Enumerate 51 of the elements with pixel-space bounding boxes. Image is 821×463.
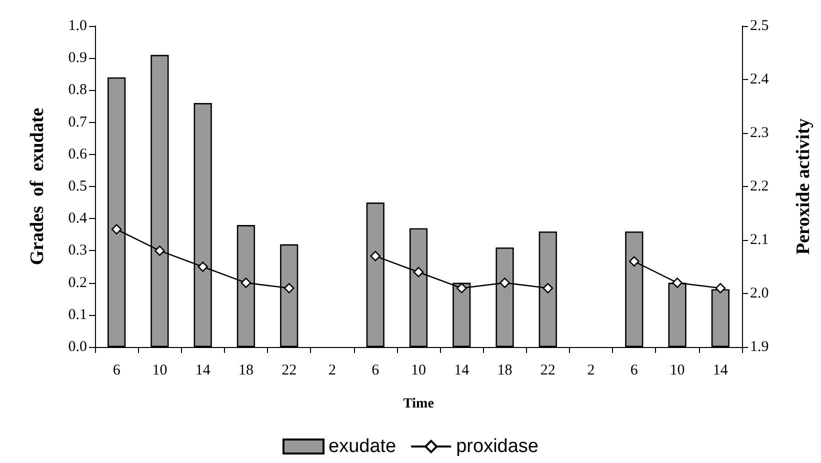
point xyxy=(370,250,381,262)
y2-tick-label: 2.5 xyxy=(750,18,769,34)
legend-label: proxidase xyxy=(456,436,539,457)
x-tick-label: 22 xyxy=(540,362,556,378)
x-tick-label: 2 xyxy=(587,362,595,378)
y2-axis-title: Peroxide activity xyxy=(793,118,814,255)
y-axis-title: Grades of exudate xyxy=(27,108,48,266)
x-tick-label: 10 xyxy=(670,362,685,378)
point xyxy=(240,278,252,288)
x-axis-title: Time xyxy=(403,396,434,412)
point xyxy=(715,283,726,294)
y-tick-label: 0.5 xyxy=(68,178,87,194)
y-tick-label: 0.0 xyxy=(68,339,87,355)
x-tick-label: 14 xyxy=(454,362,470,378)
y-tick-label: 0.1 xyxy=(68,306,87,323)
y2-tick-label: 2.3 xyxy=(750,125,769,141)
x-tick-label: 14 xyxy=(712,362,728,378)
y-tick-label: 0.4 xyxy=(68,210,88,227)
x-tick-label: 6 xyxy=(372,362,380,378)
y2-tick-label: 1.9 xyxy=(750,339,769,355)
point xyxy=(413,266,424,278)
point xyxy=(456,283,467,294)
x-tick-label: 18 xyxy=(238,362,254,378)
y-tick-label: 1.0 xyxy=(68,18,87,34)
point xyxy=(284,283,294,294)
x-tick-label: 22 xyxy=(282,362,297,378)
y-tick-label: 0.7 xyxy=(68,114,88,130)
y2-tick-label: 2.2 xyxy=(750,178,769,194)
y2-tick-label: 2.1 xyxy=(750,232,769,248)
point xyxy=(198,262,208,272)
x-tick-label: 10 xyxy=(411,362,426,378)
x-tick-label: 6 xyxy=(112,362,121,378)
y-tick-label: 0.6 xyxy=(68,146,88,162)
point xyxy=(629,256,640,267)
x-tick-label: 2 xyxy=(328,362,336,378)
x-tick-label: 14 xyxy=(195,362,211,378)
x-tick-label: 18 xyxy=(497,362,512,378)
y-tick-label: 0.3 xyxy=(68,242,87,259)
y-tick-label: 0.8 xyxy=(68,82,87,98)
point xyxy=(542,283,554,294)
y2-tick-label: 2.0 xyxy=(750,286,769,302)
x-tick-label: 6 xyxy=(630,362,638,378)
y-tick-label: 0.9 xyxy=(68,50,87,66)
point xyxy=(672,278,682,288)
x-tick-label: 10 xyxy=(152,362,168,378)
y-tick-label: 0.2 xyxy=(68,274,87,291)
y2-tick-label: 2.4 xyxy=(750,72,770,88)
point xyxy=(154,246,165,256)
point xyxy=(111,224,122,234)
legend-label: exudate xyxy=(328,436,396,457)
point xyxy=(500,278,510,288)
